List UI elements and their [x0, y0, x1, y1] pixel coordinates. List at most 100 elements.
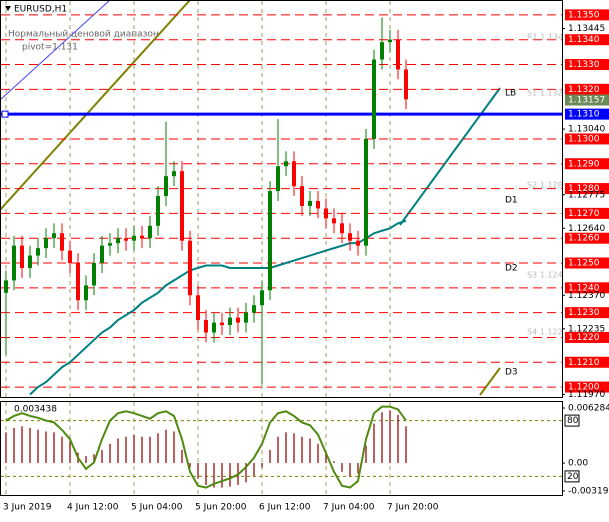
trend-line	[0, 0, 111, 101]
candle-body	[196, 295, 200, 321]
chart-title: EURUSD,H1	[14, 5, 67, 15]
candle-body	[380, 42, 384, 60]
level-box	[565, 59, 609, 71]
level-box	[565, 307, 609, 319]
candle-body	[300, 186, 304, 206]
y-tick-label: 0.006284	[568, 404, 609, 414]
level-label: 1.1270	[568, 209, 600, 219]
trend-line	[479, 367, 501, 396]
menu-icon[interactable]	[5, 6, 11, 11]
level-label: 1.1280	[568, 184, 600, 194]
candle-body	[140, 235, 144, 239]
candle-body	[292, 161, 296, 187]
level-box	[564, 414, 580, 427]
candle-body	[364, 138, 368, 246]
x-tick-label: 3 Jun 2019	[3, 503, 52, 513]
main-frame	[0, 0, 563, 398]
candle-body	[348, 233, 352, 241]
candle-body	[188, 240, 192, 296]
candle-body	[68, 250, 72, 264]
candle-body	[52, 233, 56, 239]
trend-line	[0, 0, 191, 211]
candle-body	[340, 223, 344, 234]
candle-body	[148, 225, 152, 239]
annotation: D3	[505, 368, 518, 378]
ma-extension	[399, 87, 501, 226]
x-tick-label: 7 Jun 20:00	[387, 503, 439, 513]
candle-body	[220, 322, 224, 326]
candle-body	[84, 285, 88, 301]
level-box	[565, 232, 609, 244]
annotation: LB	[505, 89, 516, 99]
candle-body	[372, 59, 376, 139]
y-tick-label: 1.13445	[568, 24, 605, 34]
level-box	[565, 133, 609, 145]
candle-body	[100, 245, 104, 264]
candle-body	[260, 290, 264, 306]
last-box	[565, 94, 609, 106]
candle-body	[404, 69, 408, 100]
candle-body	[116, 238, 120, 244]
candle-body	[44, 238, 48, 249]
level-box	[565, 257, 609, 269]
candle-body	[308, 200, 312, 206]
last-label: 1.13157	[568, 95, 605, 105]
pivot-handle	[1, 110, 9, 118]
level-box	[565, 331, 609, 343]
candle-body	[164, 176, 168, 197]
level-box	[565, 34, 609, 46]
level-label: 1.1230	[568, 308, 600, 318]
x-tick-label: 5 Jun 04:00	[131, 503, 183, 513]
level-label: 1.1210	[568, 358, 600, 368]
candle-body	[132, 235, 136, 241]
candle-body	[284, 161, 288, 167]
osc-current: 0.003438	[14, 405, 57, 415]
level-label: 1.1220	[568, 333, 600, 343]
level-label: 1.1240	[568, 283, 600, 293]
pivot-label: 1.1310	[568, 110, 600, 120]
level-label: 1.1320	[568, 85, 600, 95]
subtitle: Нормальный ценовой диапазон	[8, 30, 159, 40]
candle-body	[204, 320, 208, 333]
osc-line	[5, 405, 407, 489]
y2-tick-label: 20	[567, 472, 579, 482]
candle-body	[316, 200, 320, 209]
level-label: 1.1340	[568, 35, 600, 45]
candle-body	[28, 255, 32, 268]
candle-body	[212, 322, 216, 333]
y-tick-label: 1.12775	[568, 190, 605, 200]
candle-body	[180, 171, 184, 241]
level-box	[565, 207, 609, 219]
candle-body	[356, 240, 360, 246]
candle-body	[396, 39, 400, 70]
candle-body	[124, 238, 128, 241]
y-tick-label: -0.003193	[568, 486, 609, 496]
candle-body	[332, 218, 336, 224]
x-tick-label: 4 Jun 12:00	[67, 503, 119, 513]
annotation: D2	[505, 264, 518, 274]
pivot-box	[565, 108, 609, 120]
y2-tick-label: 80	[567, 416, 579, 426]
candle-body	[172, 171, 176, 177]
candle-body	[244, 312, 248, 323]
annotation: S2 1.128	[527, 181, 563, 190]
candle-body	[92, 263, 96, 286]
candle-body	[76, 263, 80, 301]
osc-frame	[0, 401, 563, 496]
candle-body	[12, 245, 16, 281]
candle-body	[228, 317, 232, 326]
level-box	[565, 83, 609, 95]
annotation: S4 1.122	[527, 328, 563, 337]
annotation: S1 1.132	[527, 89, 563, 98]
level-box	[565, 356, 609, 368]
level-label: 1.1330	[568, 60, 600, 70]
level-label: 1.1200	[568, 383, 600, 393]
level-label: 1.1250	[568, 259, 600, 269]
x-tick-label: 6 Jun 12:00	[259, 503, 311, 513]
candle-body	[252, 305, 256, 313]
annotation: S3 1.124	[527, 271, 563, 280]
y-tick-label: 1.12370	[568, 291, 605, 301]
candle-body	[20, 245, 24, 268]
